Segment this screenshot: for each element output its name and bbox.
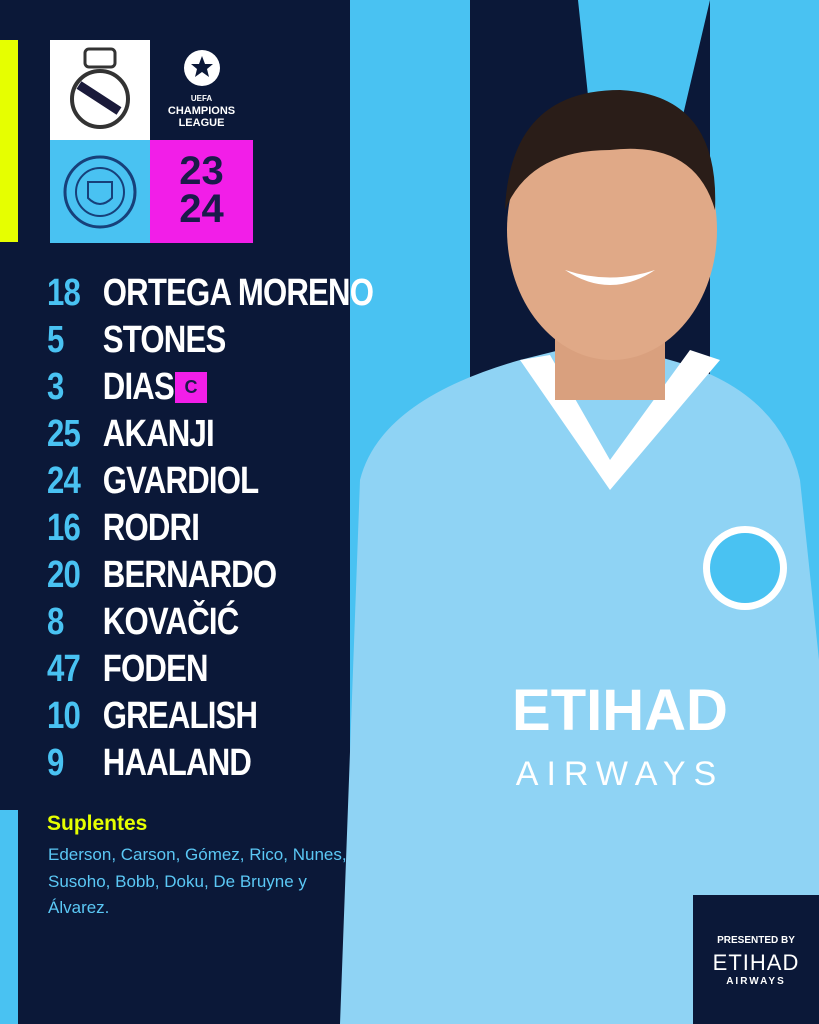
presented-by: PRESENTED BY bbox=[717, 935, 795, 946]
lineup-row: 24 GVARDIOL bbox=[47, 459, 259, 503]
ucl-uefa: UEFA bbox=[190, 94, 213, 103]
accent-bar-blue bbox=[0, 810, 18, 1024]
player-number: 10 bbox=[47, 694, 81, 737]
champions-league-logo: UEFA CHAMPIONS LEAGUE bbox=[150, 48, 253, 129]
player-number: 8 bbox=[47, 600, 64, 643]
lineup-row: 25 AKANJI bbox=[47, 412, 215, 456]
player-name: ORTEGA MORENO bbox=[102, 271, 374, 314]
sponsor-logo: ETIHAD bbox=[712, 950, 800, 975]
player-name: STONES bbox=[102, 318, 226, 361]
lineup-row: 8 KOVAČIĆ bbox=[47, 600, 239, 644]
player-name: HAALAND bbox=[102, 741, 252, 784]
player-number: 25 bbox=[47, 412, 81, 455]
player-name: RODRI bbox=[102, 506, 200, 549]
sponsor-logo-sub: AIRWAYS bbox=[726, 976, 786, 987]
real-madrid-crest-icon bbox=[70, 47, 130, 129]
lineup-row: 5 STONES bbox=[47, 318, 226, 362]
player-number: 3 bbox=[47, 365, 64, 408]
lineup-row: 10 GREALISH bbox=[47, 694, 258, 738]
lineup-row: 16 RODRI bbox=[47, 506, 200, 550]
lineup-row: 18 ORTEGA MORENO bbox=[47, 271, 374, 315]
season-bottom: 24 bbox=[179, 187, 224, 231]
shirt-sponsor: ETIHAD bbox=[512, 678, 728, 743]
player-name: GREALISH bbox=[102, 694, 258, 737]
captain-badge: C bbox=[175, 372, 207, 403]
player-photo: ETIHAD AIRWAYS bbox=[340, 90, 819, 1024]
lineup-row: 20 BERNARDO bbox=[47, 553, 277, 597]
player-number: 16 bbox=[47, 506, 81, 549]
ucl-champions: CHAMPIONS bbox=[167, 105, 236, 117]
starball-icon bbox=[183, 50, 220, 86]
real-madrid-crest bbox=[50, 40, 150, 140]
player-number: 5 bbox=[47, 318, 64, 361]
manchester-city-crest-icon bbox=[63, 155, 137, 228]
player-number: 47 bbox=[47, 647, 81, 690]
lineup-row: 3 DIAS bbox=[47, 365, 175, 409]
subs-list: Ederson, Carson, Gómez, Rico, Nunes, Sus… bbox=[48, 845, 347, 917]
player-name: KOVAČIĆ bbox=[102, 600, 239, 643]
accent-bar-yellow bbox=[0, 40, 18, 242]
ucl-league: LEAGUE bbox=[178, 117, 225, 129]
shirt-sponsor-sub: AIRWAYS bbox=[516, 755, 724, 793]
lineup-row: 47 FODEN bbox=[47, 647, 209, 691]
player-name: FODEN bbox=[102, 647, 209, 690]
player-number: 18 bbox=[47, 271, 81, 314]
lineup-row: 9 HAALAND bbox=[47, 741, 252, 785]
player-name: AKANJI bbox=[102, 412, 215, 455]
season-top: 23 bbox=[179, 149, 224, 193]
season-badge: 23 24 bbox=[150, 140, 253, 243]
player-number: 9 bbox=[47, 741, 64, 784]
player-number: 24 bbox=[47, 459, 81, 502]
player-name: GVARDIOL bbox=[102, 459, 259, 502]
subs-title: Suplentes bbox=[47, 812, 148, 835]
player-number: 20 bbox=[47, 553, 81, 596]
player-name: DIAS bbox=[102, 365, 175, 408]
player-name: BERNARDO bbox=[102, 553, 277, 596]
manchester-city-crest bbox=[50, 140, 150, 243]
sponsor-box: PRESENTED BY ETIHAD AIRWAYS bbox=[693, 895, 819, 1024]
